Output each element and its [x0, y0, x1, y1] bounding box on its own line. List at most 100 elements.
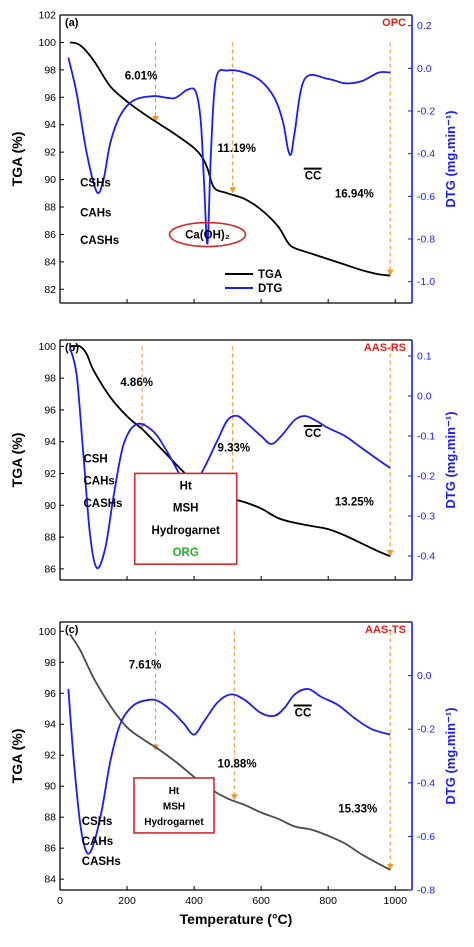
annotation: 15.33% [338, 804, 377, 816]
x-tick-label: 0 [57, 895, 63, 907]
y-axis-label: TGA (%) [9, 433, 25, 488]
annotation: CSHs [80, 177, 111, 189]
y-tick-label: 90 [44, 174, 56, 186]
panel-aas-ts: 84 86 88 90 92 94 96 98 100 -0.8 -0.6 -0.4 -0.2 0.0 0 2… [9, 621, 458, 927]
annotation: 6.01% [125, 70, 158, 82]
arrow-head [152, 115, 160, 122]
y-tick-label: 96 [44, 92, 56, 104]
panel-title: OPC [382, 17, 406, 29]
panel-label: (c) [65, 624, 79, 636]
y2-tick-label: 0.0 [417, 63, 432, 75]
y-axis-label: TGA (%) [9, 132, 25, 187]
box-label: ORG [173, 547, 199, 559]
annotation: CC [305, 171, 322, 183]
panel-title: AAS-RS [364, 342, 406, 354]
annotation: CC [295, 707, 312, 719]
y-tick-label: 88 [44, 812, 56, 824]
panel-title: AAS-TS [365, 624, 406, 636]
legend-label: DTG [258, 283, 282, 295]
y-tick-label: 100 [38, 626, 56, 638]
y-tick-label: 100 [38, 341, 56, 353]
y-tick-label: 94 [44, 119, 56, 131]
y-tick-label: 82 [44, 284, 56, 296]
y-tick-label: 98 [44, 64, 56, 76]
y2-tick-label: -0.6 [417, 191, 435, 203]
tga-curve [69, 633, 391, 871]
y-tick-label: 92 [44, 468, 56, 480]
arrow-head [229, 187, 237, 194]
y-tick-label: 94 [44, 436, 56, 448]
y-tick-label: 92 [44, 147, 56, 159]
annotation: 13.25% [335, 496, 374, 508]
annotation: CSHs [82, 816, 113, 828]
y2-tick-label: -0.4 [417, 777, 435, 789]
y-tick-label: 86 [44, 563, 56, 575]
y-tick-label: 84 [44, 874, 56, 886]
y2-tick-label: 0.0 [417, 391, 432, 403]
box-label: Hydrogarnet [152, 525, 221, 537]
y2-tick-label: -1.0 [417, 276, 435, 288]
y2-tick-label: -0.8 [417, 885, 435, 897]
box-label: MSH [173, 503, 199, 515]
x-tick-label: 1000 [384, 895, 408, 907]
assignment-box [133, 777, 215, 834]
y2-tick-label: -0.2 [417, 724, 435, 736]
annotation: 11.19% [218, 143, 256, 155]
arrow-head [230, 794, 238, 801]
y2-tick-label: -0.8 [417, 234, 435, 246]
y2-tick-label: -0.3 [417, 511, 435, 523]
y-tick-label: 86 [44, 843, 56, 855]
y2-tick-label: 0.1 [417, 351, 432, 363]
x-tick-label: 400 [185, 895, 203, 907]
y2-tick-label: -0.2 [417, 106, 435, 118]
y2-axis-label: DTG (mg.min⁻¹) [443, 411, 458, 508]
annotation: 7.61% [129, 659, 162, 671]
annotation: CAHs [80, 208, 111, 220]
x-tick-label: 800 [319, 895, 337, 907]
annotation: 16.94% [335, 188, 374, 200]
dtg-curve [69, 347, 391, 570]
y2-tick-label: -0.2 [417, 471, 435, 483]
annotation: 10.88% [218, 759, 257, 771]
y-tick-label: 92 [44, 750, 56, 762]
y-tick-label: 88 [44, 532, 56, 544]
annotation: CSH [83, 453, 107, 465]
dtg-curve [67, 57, 391, 245]
y-tick-label: 96 [44, 404, 56, 416]
tga-curve [69, 41, 391, 277]
y-tick-label: 96 [44, 688, 56, 700]
arrow-head [386, 269, 394, 276]
annotation: CAHs [83, 476, 114, 488]
annotation: CASHs [82, 856, 121, 868]
y-tick-label: 86 [44, 229, 56, 241]
y-tick-label: 102 [38, 10, 56, 22]
box-label: Ht [169, 786, 180, 797]
panel-aas-rs: 86 88 90 92 94 96 98 100 -0.4 -0.3 -0.2 -0.1 0.0 0.1 T… [9, 339, 458, 581]
annotation: CASHs [83, 498, 122, 510]
annotation: 9.33% [218, 442, 251, 454]
annotation: CAHs [82, 836, 113, 848]
annotation: CASHs [80, 235, 119, 247]
annotation: 4.86% [120, 377, 153, 389]
panel-opc: 82 84 86 88 90 92 94 96 98 100 102 -1.0 -0.8 -0.6 -0.4… [9, 10, 458, 304]
panel-label: (a) [65, 17, 79, 29]
y2-tick-label: 0.0 [417, 670, 432, 682]
y-tick-label: 98 [44, 657, 56, 669]
y-tick-label: 90 [44, 500, 56, 512]
y2-axis-label: DTG (mg.min⁻¹) [443, 110, 458, 207]
y-tick-label: 84 [44, 256, 56, 268]
y-tick-label: 98 [44, 373, 56, 385]
arrow-head [386, 863, 394, 870]
assignment-box [133, 472, 238, 565]
y2-tick-label: -0.4 [417, 148, 435, 160]
y-axis-label: TGA (%) [9, 729, 25, 784]
y2-axis-label: DTG (mg.min⁻¹) [443, 707, 458, 804]
x-tick-label: 200 [118, 895, 136, 907]
dtg-curve [67, 688, 391, 855]
x-tick-label: 600 [252, 895, 270, 907]
y2-tick-label: -0.1 [417, 431, 435, 443]
y-tick-label: 94 [44, 719, 56, 731]
ca-oh-circle [168, 221, 247, 248]
x-axis-label: Temperature (°C) [180, 911, 293, 927]
arrow-head [386, 550, 394, 557]
